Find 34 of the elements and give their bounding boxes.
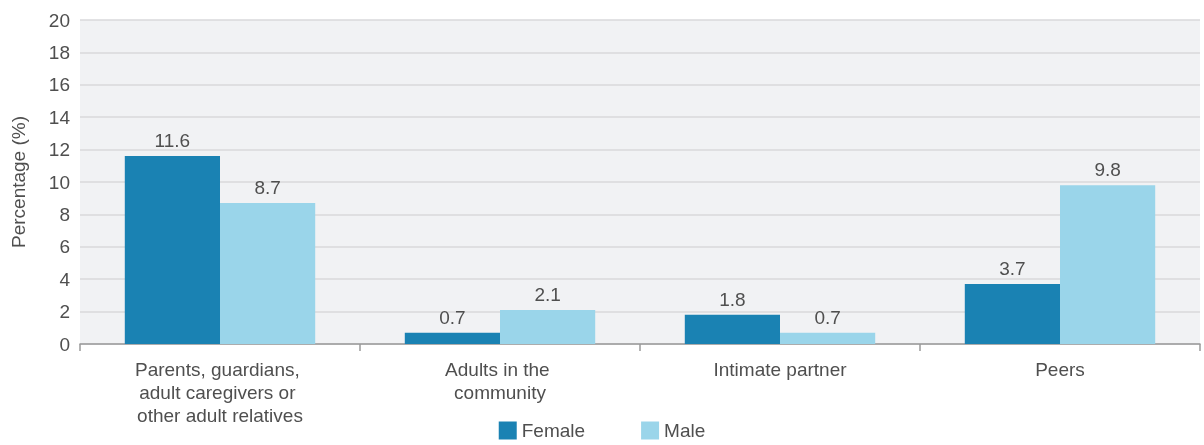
y-tick-label: 2 xyxy=(59,301,70,323)
data-label: 0.7 xyxy=(814,306,841,328)
y-tick-label: 0 xyxy=(59,333,70,355)
data-label: 11.6 xyxy=(154,130,191,152)
x-tick-label: Intimate partner xyxy=(713,359,848,380)
data-label: 3.7 xyxy=(999,258,1026,280)
y-tick-label: 20 xyxy=(48,9,70,31)
y-tick-label: 8 xyxy=(59,203,70,225)
bar xyxy=(404,332,500,344)
data-label: 8.7 xyxy=(254,177,281,199)
bar xyxy=(964,284,1060,344)
data-label: 2.1 xyxy=(534,283,561,305)
y-tick-label: 14 xyxy=(48,106,71,128)
y-tick-label: 4 xyxy=(59,268,71,290)
bar xyxy=(220,203,316,344)
legend-label: Female xyxy=(521,420,586,441)
data-label: 1.8 xyxy=(719,288,746,310)
data-label: 9.8 xyxy=(1094,159,1121,181)
y-tick-label: 10 xyxy=(48,171,70,193)
bar xyxy=(684,314,780,344)
y-tick-label: 18 xyxy=(48,41,70,63)
x-tick-label: Adults in the community xyxy=(445,359,555,403)
y-tick-label: 16 xyxy=(48,74,70,96)
bar xyxy=(124,156,220,344)
bar xyxy=(1060,185,1156,344)
y-tick-label: 6 xyxy=(59,236,70,258)
y-tick-label: 12 xyxy=(48,139,70,161)
x-tick-label: Peers xyxy=(1035,359,1085,380)
x-tick-label: Parents, guardians, adult caregivers or other adult relatives xyxy=(134,359,306,426)
data-label: 0.7 xyxy=(439,306,466,328)
bar xyxy=(500,309,596,344)
legend-label: Male xyxy=(664,420,706,441)
bar xyxy=(780,332,876,344)
y-axis-title: Percentage (%) xyxy=(8,115,29,249)
